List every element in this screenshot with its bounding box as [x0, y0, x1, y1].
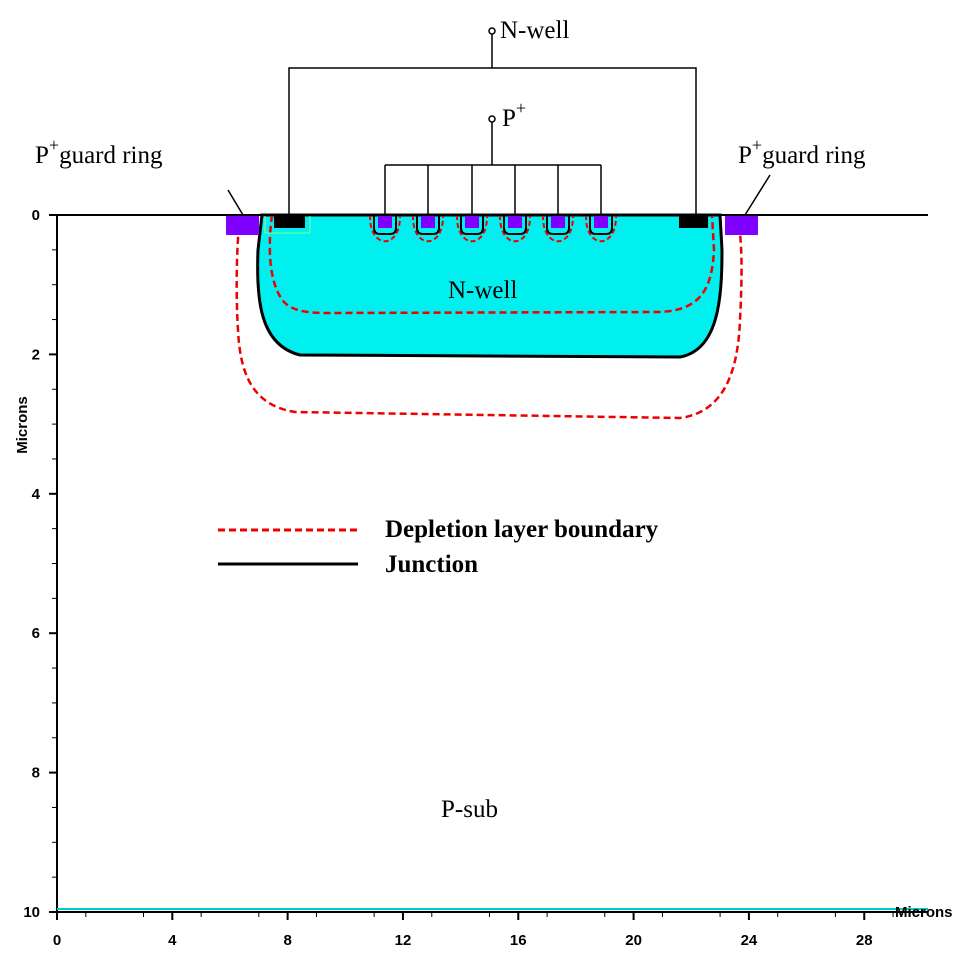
depletion-loop [498, 214, 532, 243]
p-plus-contact [594, 215, 608, 228]
p-plus-contact [551, 215, 565, 228]
contact-junction [373, 215, 397, 235]
y-axis-label: Microns [14, 396, 31, 454]
depletion-loop [541, 214, 575, 243]
legend-label: Depletion layer boundary [385, 516, 659, 543]
y-tick-label: 2 [32, 346, 40, 363]
contact-junction [546, 215, 570, 235]
depletion-loop [368, 214, 402, 243]
depletion-loop [455, 214, 489, 243]
x-tick-label: 28 [856, 932, 873, 949]
x-tick-label: 4 [168, 932, 177, 949]
x-tick-label: 16 [510, 932, 527, 949]
x-tick-label: 12 [395, 932, 412, 949]
x-tick-label: 24 [741, 932, 758, 949]
guard-ring-label: P+guard ring [738, 135, 866, 169]
p-plus-contact [508, 215, 522, 228]
depletion-loop [411, 214, 445, 243]
x-tick-label: 8 [283, 932, 291, 949]
y-tick-label: 0 [32, 207, 40, 224]
legend-label: Junction [385, 551, 478, 578]
y-tick-label: 10 [23, 904, 40, 921]
p-plus-contacts [368, 165, 618, 243]
contact-junction [503, 215, 527, 235]
p-plus-contact [421, 215, 435, 228]
nwell-terminal: N-well [500, 17, 569, 44]
x-axis-label: Microns [895, 904, 953, 921]
y-tick-label: 4 [32, 486, 41, 503]
contact-junction [589, 215, 613, 235]
pplus-terminal: P+ [502, 98, 526, 132]
contact-junction [460, 215, 484, 235]
p-plus-contact [465, 215, 479, 228]
x-tick-label: 20 [625, 932, 642, 949]
p-plus-contact [378, 215, 392, 228]
x-tick-label: 0 [53, 932, 61, 949]
depletion-loop [584, 214, 618, 243]
y-tick-label: 6 [32, 625, 40, 642]
contact-junction [416, 215, 440, 235]
region-label: N-well [448, 277, 517, 304]
y-tick-label: 8 [32, 765, 40, 782]
structure [56, 27, 928, 913]
region-label: P-sub [441, 796, 498, 823]
guard-ring-label: P+guard ring [35, 135, 163, 169]
